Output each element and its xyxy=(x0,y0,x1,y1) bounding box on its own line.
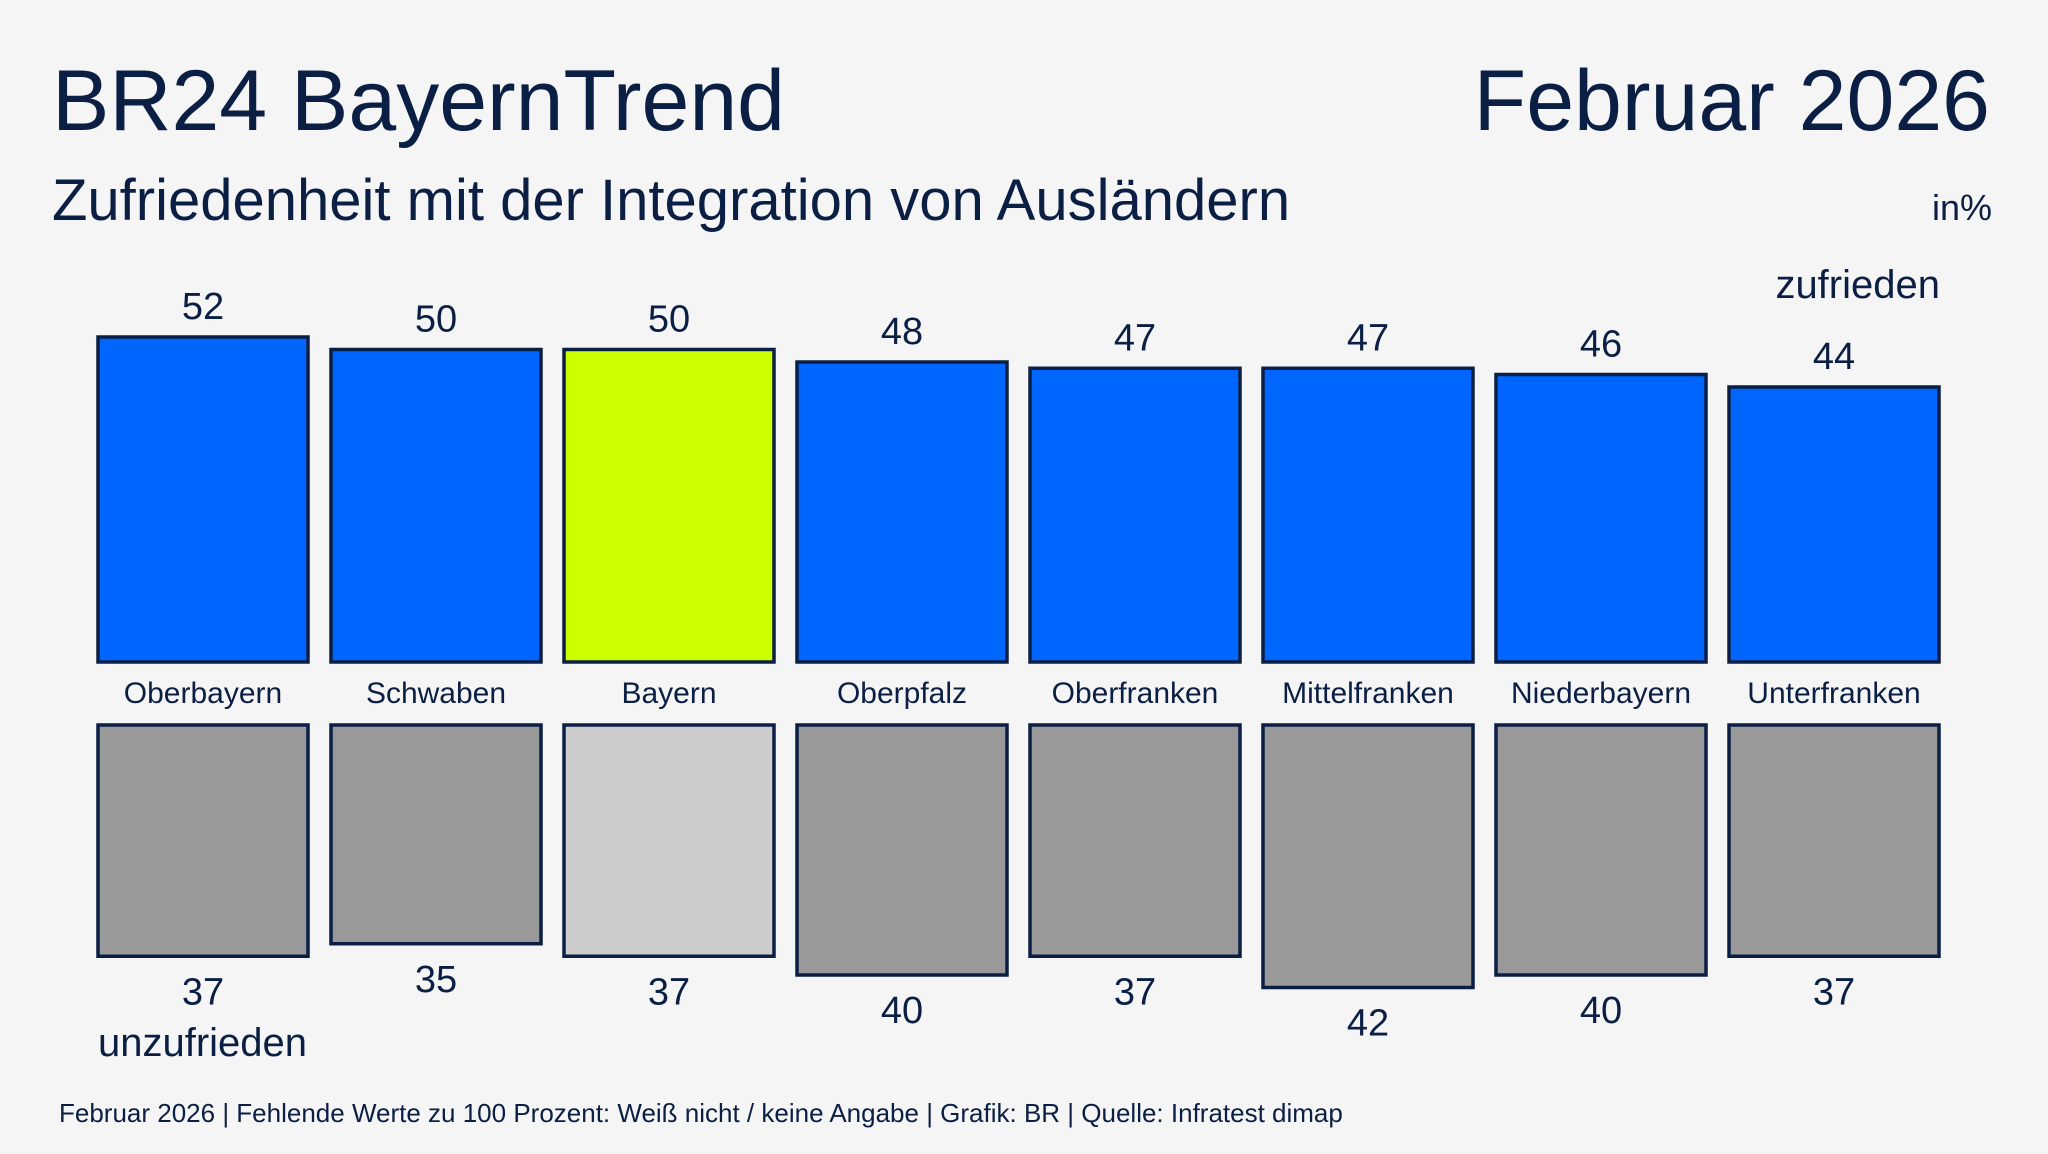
value-label: 47 xyxy=(1347,317,1389,359)
value-label: 50 xyxy=(648,299,690,341)
value-label: 46 xyxy=(1580,324,1622,366)
legend-label: unzufrieden xyxy=(98,1021,307,1065)
category-label: Oberfranken xyxy=(1052,677,1219,710)
category-label: Oberpfalz xyxy=(837,677,967,710)
value-label: 37 xyxy=(182,971,224,1013)
category-label: Mittelfranken xyxy=(1282,677,1454,710)
value-label: 47 xyxy=(1114,317,1156,359)
value-label: 40 xyxy=(1580,990,1622,1032)
bar xyxy=(1494,723,1708,977)
bar xyxy=(329,723,543,946)
value-label: 35 xyxy=(415,959,457,1001)
bar xyxy=(1028,723,1242,958)
bar xyxy=(1261,366,1475,664)
value-label: 50 xyxy=(415,299,457,341)
category-label: Oberbayern xyxy=(124,677,282,710)
category-label: Niederbayern xyxy=(1511,677,1691,710)
value-label: 37 xyxy=(648,971,690,1013)
value-label: 37 xyxy=(1813,971,1855,1013)
chart-date: Februar 2026 xyxy=(1474,53,1990,149)
bar xyxy=(562,723,776,958)
bar xyxy=(1727,723,1941,958)
category-label: Schwaben xyxy=(366,677,506,710)
legend-label: zufrieden xyxy=(1775,263,1940,307)
chart-title: BR24 BayernTrend xyxy=(52,53,785,149)
value-label: 48 xyxy=(881,311,923,353)
value-label: 52 xyxy=(182,286,224,328)
value-label: 44 xyxy=(1813,336,1855,378)
value-label: 40 xyxy=(881,990,923,1032)
bar xyxy=(1494,372,1708,664)
bar xyxy=(795,723,1009,977)
bar xyxy=(795,360,1009,664)
category-label: Bayern xyxy=(621,677,716,710)
unit-label: in% xyxy=(1932,187,1992,228)
chart-subtitle: Zufriedenheit mit der Integration von Au… xyxy=(52,168,1290,233)
bar xyxy=(562,347,776,664)
bar xyxy=(1727,385,1941,664)
bar xyxy=(96,723,310,958)
value-label: 42 xyxy=(1347,1003,1389,1045)
value-label: 37 xyxy=(1114,971,1156,1013)
bar xyxy=(1028,366,1242,664)
bar xyxy=(329,347,543,664)
category-label: Unterfranken xyxy=(1747,677,1920,710)
footnote: Februar 2026 | Fehlende Werte zu 100 Pro… xyxy=(59,1098,1343,1128)
bar xyxy=(1261,723,1475,990)
bar xyxy=(96,335,310,664)
